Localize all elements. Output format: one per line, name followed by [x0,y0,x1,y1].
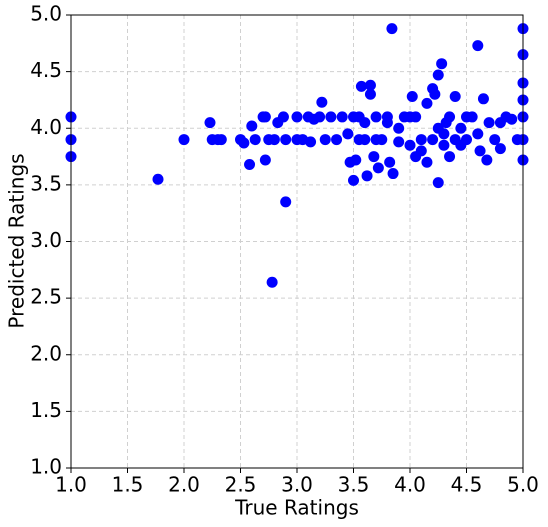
plot-frame [70,14,524,469]
point [370,134,382,146]
point [372,162,384,174]
y-tick-label: 4.5 [30,58,62,82]
point [444,151,456,163]
point [429,88,441,100]
point [291,111,303,123]
point [406,91,418,103]
point [152,173,164,185]
point [350,154,362,166]
point [432,69,444,81]
point [266,276,278,288]
point [474,145,486,157]
point [461,111,472,123]
point [238,137,250,149]
point [280,134,292,146]
point [249,134,261,146]
point [481,154,493,166]
point [381,111,393,123]
point [342,128,354,140]
point [314,111,326,123]
point [455,139,467,151]
point [483,117,495,129]
y-tick-label: 2.5 [30,285,62,309]
point [364,79,376,91]
x-tick-label: 1.5 [112,473,144,497]
point [393,122,405,134]
point [449,91,461,103]
point [259,111,271,123]
x-tick-label: 3.0 [281,473,313,497]
point [444,111,456,123]
point [277,111,289,123]
point [204,117,216,129]
x-tick-label: 4.5 [451,473,483,497]
point [368,151,380,163]
point [178,134,190,146]
point [361,170,373,182]
point [427,134,439,146]
point [355,80,367,92]
y-tick-label: 1.5 [30,398,62,422]
point [353,111,365,123]
point [305,136,317,148]
point [432,122,444,134]
point [404,111,416,123]
y-axis-label: Predicted Ratings [5,153,29,328]
point [268,134,280,146]
point [432,177,444,189]
y-tick-label: 1.0 [30,455,62,479]
point [364,88,376,100]
y-tick-label: 4.0 [30,115,62,139]
point [472,128,484,140]
point [472,40,484,52]
point [415,134,427,146]
point [421,156,433,168]
point [494,117,506,129]
x-tick-label: 1.0 [55,473,87,497]
point [404,139,416,151]
point [280,196,292,208]
point [259,154,271,166]
point [359,134,371,146]
point [421,97,433,109]
y-tick-label: 3.0 [30,228,62,252]
point [336,111,348,123]
point [489,134,501,146]
point [319,134,331,146]
point [244,158,256,170]
x-axis-label: True Ratings [234,496,359,520]
point [386,23,398,35]
point [316,96,328,108]
y-tick-label: 5.0 [30,2,62,26]
point [455,122,467,134]
point [387,168,399,180]
x-tick-label: 3.5 [338,473,370,497]
point [393,136,405,148]
point [246,120,258,132]
point [506,113,518,125]
x-tick-label: 5.0 [507,473,539,497]
point [436,58,448,70]
point [494,143,506,155]
point [348,174,359,186]
point [410,151,422,163]
point [477,93,489,105]
point [438,139,450,151]
point [325,111,337,123]
point [331,134,343,146]
x-tick-label: 2.0 [168,473,200,497]
x-tick-label: 4.0 [394,473,426,497]
y-tick-label: 2.0 [30,341,62,365]
point [215,134,227,146]
x-tick-label: 2.5 [225,473,257,497]
y-tick-label: 3.5 [30,171,62,195]
point [370,111,382,123]
point [384,156,396,168]
